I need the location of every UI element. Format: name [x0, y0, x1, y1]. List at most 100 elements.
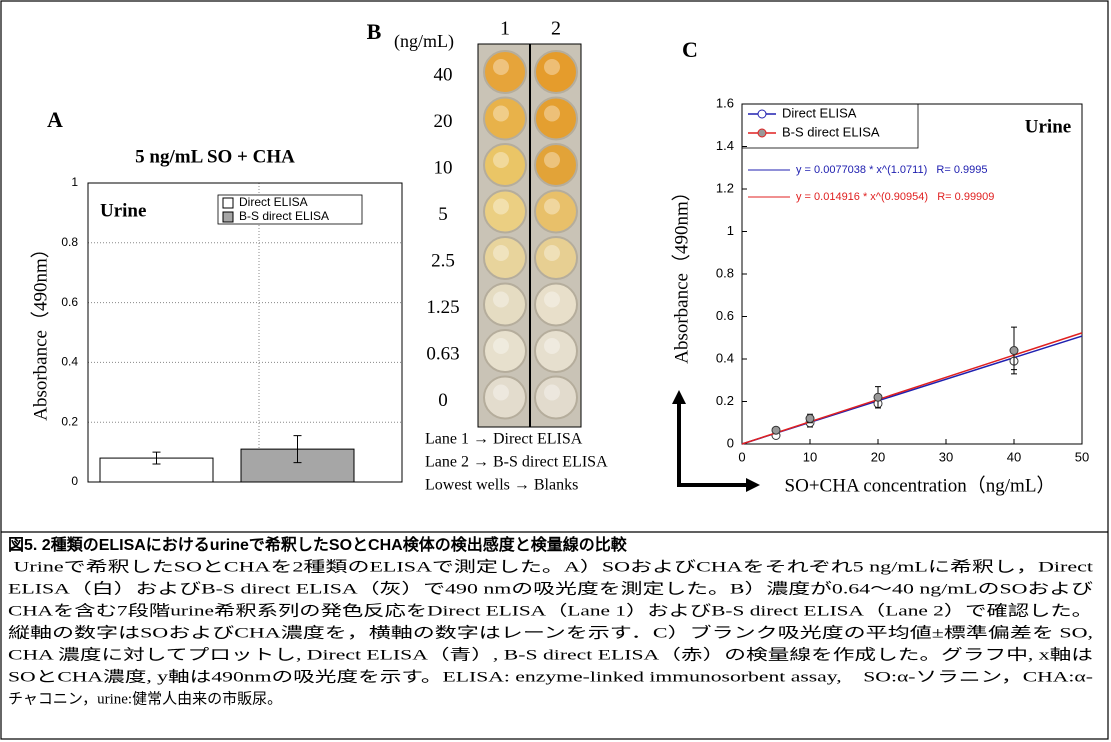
error-bar: [293, 435, 302, 464]
plate-note: Lane 2 → B-S direct ELISA: [425, 454, 608, 471]
x-tick-label: 50: [1075, 449, 1089, 464]
legend-swatch: [222, 211, 234, 223]
y-tick-label: 0.6: [716, 308, 734, 323]
x-tick-label: 40: [1007, 449, 1021, 464]
lane-label: 1: [500, 18, 510, 40]
y-axis-label: Absorbance（490nm）: [670, 182, 692, 364]
caption-line: 縦軸の数字はSOおよびCHA濃度を，横軸の数字はレーンを示す．C）ブランク吸光度…: [8, 623, 1093, 641]
well: [534, 96, 578, 141]
legend-box: [217, 194, 363, 225]
point: [873, 392, 883, 402]
y-tick-label: 1.4: [716, 138, 734, 153]
y-tick-label: 0.4: [716, 350, 734, 365]
point: [805, 414, 815, 423]
well-highlight: [493, 291, 509, 308]
well-highlight: [544, 152, 560, 168]
well: [534, 189, 578, 234]
y-tick-label: 0.4: [61, 355, 78, 369]
well-highlight: [493, 59, 509, 75]
chart-title: 5 ng/mL SO + CHA: [135, 146, 295, 167]
well: [534, 375, 578, 420]
legend-label: Direct ELISA: [239, 195, 308, 209]
caption-line: CHAを含む7段階urine希釈系列の発色反応をDirect ELISA（Lan…: [8, 602, 1093, 619]
caption-line: ELISA（白）およびB-S direct ELISA（灰）で490 nmの吸光…: [8, 580, 1093, 597]
legend-marker: [757, 128, 767, 138]
lane-label: 2: [551, 18, 561, 40]
legend-swatch: [222, 197, 234, 209]
plate-note: Lane 1 → Direct ELISA: [425, 431, 583, 448]
well-highlight: [544, 291, 560, 308]
well: [534, 143, 578, 187]
panel-label: C: [682, 37, 698, 62]
well-highlight: [493, 198, 509, 215]
x-tick-label: 10: [803, 449, 817, 464]
axis-arrow: [677, 402, 748, 487]
well-highlight: [493, 384, 509, 401]
concentration-label: 5: [438, 204, 448, 225]
well-highlight: [493, 105, 509, 122]
well-highlight: [544, 59, 560, 75]
concentration-label: 0: [438, 390, 448, 411]
well: [534, 236, 578, 280]
well: [534, 50, 578, 94]
x-axis-label: SO+CHA concentration（ng/mL）: [785, 474, 1056, 496]
y-tick-label: 0: [727, 435, 734, 450]
y-tick-label: 1.2: [716, 180, 734, 195]
y-tick-label: 0.6: [61, 295, 78, 309]
well: [483, 96, 527, 141]
legend-box: [741, 103, 919, 149]
y-tick-label: 0: [71, 474, 78, 488]
panel-label: A: [47, 107, 63, 132]
legend-label: B-S direct ELISA: [239, 209, 329, 223]
well-highlight: [493, 152, 509, 168]
x-tick-label: 0: [738, 449, 745, 464]
plate-note: Lowest wells → Blanks: [425, 477, 578, 494]
well: [483, 236, 527, 280]
x-tick-label: 30: [939, 449, 953, 464]
caption-line: Urineで希釈したSOとCHAを2種類のELISAで測定した。A）SOおよびC…: [8, 558, 1094, 575]
legend-label: Direct ELISA: [782, 105, 857, 120]
arrow-head: [746, 478, 760, 492]
well: [483, 282, 527, 327]
caption-line: SOとCHA濃度, y軸は490nmの吸光度を示す。ELISA: enzyme-…: [8, 668, 1093, 685]
well: [483, 143, 527, 187]
arrow-head: [672, 390, 686, 404]
caption-line: CHA 濃度に対してプロットし, Direct ELISA（青）, B-S di…: [8, 646, 1093, 663]
concentration-label: 1.25: [426, 297, 459, 318]
well: [534, 329, 578, 373]
caption-title: 図5. 2種類のELISAにおけるurineで希釈したSOとCHA検体の検出感度…: [8, 535, 628, 554]
concentration-label: 2.5: [431, 250, 455, 271]
y-tick-label: 0.2: [61, 414, 78, 428]
concentration-label: 10: [434, 157, 453, 178]
y-tick-label: 0.8: [61, 235, 78, 249]
well: [483, 50, 527, 94]
x-tick-label: 20: [871, 449, 885, 464]
y-tick-label: 1: [71, 175, 78, 189]
fit-label: y = 0.014916 * x^(0.90954) R= 0.99909: [796, 191, 994, 203]
well: [483, 189, 527, 234]
concentration-label: 20: [434, 111, 453, 132]
y-tick-label: 1: [727, 223, 734, 238]
annotation: Urine: [100, 200, 146, 221]
well-highlight: [544, 245, 560, 261]
well: [534, 282, 578, 327]
fit-line: [741, 332, 1083, 445]
point: [1009, 346, 1019, 355]
y-tick-label: 0.2: [716, 393, 734, 408]
fit-label: y = 0.0077038 * x^(1.0711) R= 0.9995: [796, 164, 987, 176]
legend-label: B-S direct ELISA: [782, 124, 880, 139]
well: [483, 375, 527, 420]
well-highlight: [493, 338, 509, 354]
well-highlight: [544, 198, 560, 215]
point: [771, 425, 781, 435]
legend-marker: [757, 109, 767, 119]
caption-line: チャコニン，urine:健常人由来の市販尿。: [8, 690, 282, 707]
y-tick-label: 0.8: [716, 265, 734, 280]
y-tick-label: 1.6: [716, 95, 734, 110]
panel-label: B: [367, 19, 382, 44]
unit-label: (ng/mL): [394, 31, 454, 52]
concentration-label: 0.63: [426, 343, 459, 364]
well-highlight: [544, 105, 560, 122]
well-highlight: [493, 245, 509, 261]
